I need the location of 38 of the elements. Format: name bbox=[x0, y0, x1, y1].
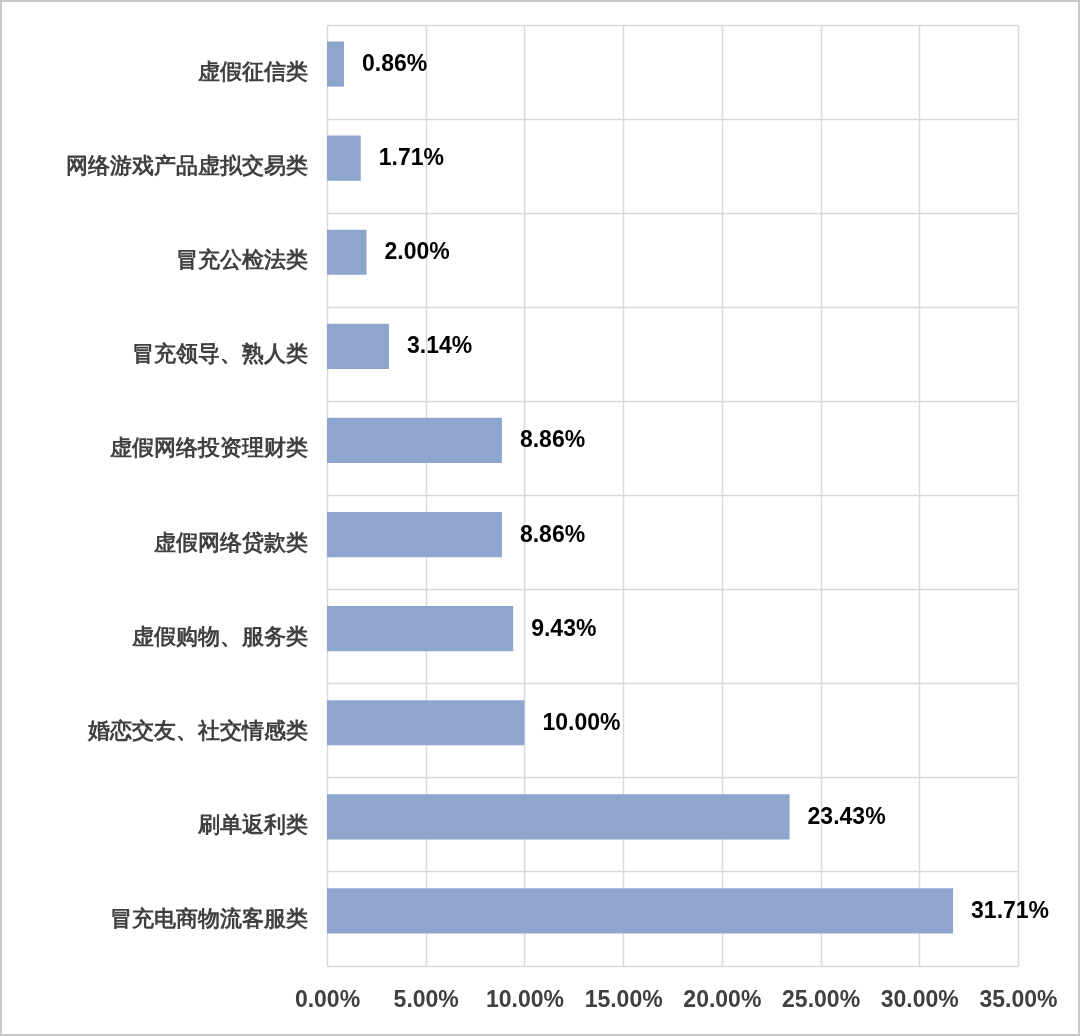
data-label: 10.00% bbox=[542, 708, 621, 735]
data-label: 9.43% bbox=[531, 614, 597, 641]
y-tick-label: 网络游戏产品虚拟交易类 bbox=[65, 153, 308, 179]
x-tick-label: 35.00% bbox=[979, 985, 1058, 1012]
x-tick-label: 5.00% bbox=[393, 985, 459, 1012]
y-tick-label: 虚假网络投资理财类 bbox=[108, 435, 308, 461]
data-label: 8.86% bbox=[519, 426, 586, 453]
bar bbox=[327, 606, 514, 652]
y-tick-label: 冒充公检法类 bbox=[175, 247, 308, 273]
y-tick-label: 虚假网络贷款类 bbox=[152, 529, 308, 555]
y-tick-label: 婚恋交友、社交情感类 bbox=[86, 717, 308, 743]
data-label: 1.71% bbox=[378, 144, 444, 171]
data-label: 31.71% bbox=[971, 896, 1050, 923]
x-tick-label: 25.00% bbox=[782, 985, 861, 1012]
y-tick-label: 虚假购物、服务类 bbox=[130, 623, 308, 649]
bar bbox=[327, 888, 954, 934]
data-label: 8.86% bbox=[519, 520, 586, 547]
x-tick-label: 0.00% bbox=[294, 985, 361, 1012]
x-tick-label: 10.00% bbox=[485, 985, 564, 1012]
x-tick-label: 15.00% bbox=[584, 985, 663, 1012]
data-label: 0.86% bbox=[361, 50, 428, 77]
bar bbox=[327, 417, 502, 464]
y-tick-label: 冒充电商物流客服类 bbox=[109, 905, 308, 931]
data-label: 3.14% bbox=[406, 332, 473, 359]
x-tick-label: 30.00% bbox=[880, 985, 959, 1012]
bar bbox=[327, 794, 790, 840]
y-tick-label: 冒充领导、熟人类 bbox=[131, 341, 308, 367]
bar bbox=[327, 511, 502, 558]
bar bbox=[327, 323, 389, 369]
bar bbox=[327, 700, 525, 746]
y-tick-label: 刷单返利类 bbox=[196, 811, 308, 837]
bar bbox=[327, 41, 344, 87]
y-tick-label: 虚假征信类 bbox=[196, 59, 308, 85]
data-label: 2.00% bbox=[384, 238, 450, 265]
bar bbox=[327, 135, 361, 181]
data-label: 23.43% bbox=[807, 802, 886, 829]
x-tick-label: 20.00% bbox=[683, 985, 762, 1012]
bar bbox=[327, 229, 367, 275]
